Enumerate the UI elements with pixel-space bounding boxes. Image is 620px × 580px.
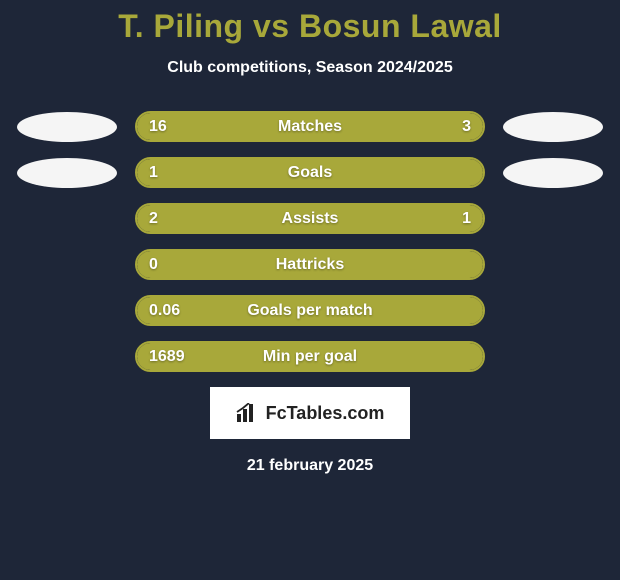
stat-bar: 0Hattricks (135, 249, 485, 280)
stat-row: 0.06Goals per match (0, 295, 620, 326)
stat-label: Assists (137, 205, 483, 232)
stat-rows: 16Matches31Goals2Assists10Hattricks0.06G… (0, 111, 620, 372)
badge-placeholder (503, 204, 603, 234)
badge-placeholder (17, 204, 117, 234)
ellipse-icon (503, 158, 603, 188)
stat-bar: 16Matches3 (135, 111, 485, 142)
stat-bar: 0.06Goals per match (135, 295, 485, 326)
stat-bar: 1689Min per goal (135, 341, 485, 372)
stat-value-right: 1 (462, 205, 471, 232)
stat-value-right: 3 (462, 113, 471, 140)
badge-placeholder (17, 342, 117, 372)
ellipse-icon (17, 158, 117, 188)
badge-placeholder (17, 296, 117, 326)
barchart-icon (236, 403, 260, 423)
stat-label: Goals per match (137, 297, 483, 324)
date-text: 21 february 2025 (0, 457, 620, 475)
stat-label: Min per goal (137, 343, 483, 370)
badge-placeholder (503, 250, 603, 280)
badge-placeholder (503, 342, 603, 372)
stat-row: 1Goals (0, 157, 620, 188)
player-badge-right (503, 158, 603, 188)
logo-text: FcTables.com (266, 403, 385, 424)
stat-label: Goals (137, 159, 483, 186)
ellipse-icon (17, 112, 117, 142)
player-badge-right (503, 112, 603, 142)
comparison-card: T. Piling vs Bosun Lawal Club competitio… (0, 0, 620, 475)
subtitle: Club competitions, Season 2024/2025 (0, 59, 620, 77)
badge-placeholder (17, 250, 117, 280)
stat-row: 1689Min per goal (0, 341, 620, 372)
stat-bar: 2Assists1 (135, 203, 485, 234)
page-title: T. Piling vs Bosun Lawal (0, 8, 620, 45)
badge-placeholder (503, 296, 603, 326)
player-badge-left (17, 112, 117, 142)
stat-row: 2Assists1 (0, 203, 620, 234)
stat-row: 0Hattricks (0, 249, 620, 280)
stat-row: 16Matches3 (0, 111, 620, 142)
stat-bar: 1Goals (135, 157, 485, 188)
player-badge-left (17, 158, 117, 188)
stat-label: Matches (137, 113, 483, 140)
ellipse-icon (503, 112, 603, 142)
logo-box: FcTables.com (210, 387, 410, 439)
stat-label: Hattricks (137, 251, 483, 278)
